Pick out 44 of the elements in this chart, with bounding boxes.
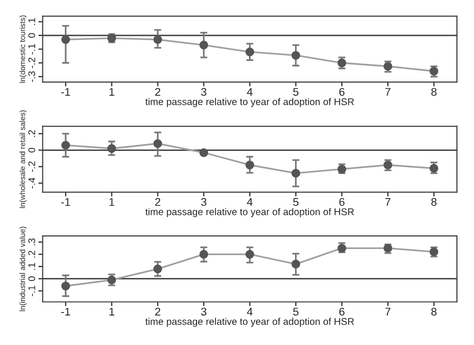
x-tick-label: -1 bbox=[61, 88, 70, 96]
y-tick-label: 0 bbox=[28, 148, 36, 152]
x-tick-label: 7 bbox=[385, 88, 390, 96]
x-tick-label: 8 bbox=[431, 308, 437, 316]
x-axis-title: time passage relative to year of adoption of HSR bbox=[145, 208, 354, 218]
x-tick-label: 2 bbox=[155, 198, 160, 206]
x-axis-title: time passage relative to year of adoption of HSR bbox=[145, 318, 354, 327]
x-tick-label: -1 bbox=[61, 198, 70, 206]
y-tick-label: .2 bbox=[28, 250, 36, 258]
x-tick-label: 3 bbox=[201, 308, 206, 316]
x-tick-label: 5 bbox=[293, 88, 298, 96]
x-tick-label: 4 bbox=[246, 308, 253, 316]
x-tick-label: 6 bbox=[339, 308, 344, 316]
y-tick-label: -.2 bbox=[28, 161, 36, 172]
y-tick-label: .3 bbox=[28, 238, 36, 246]
x-tick-label: 3 bbox=[201, 88, 206, 96]
x-tick-label: 8 bbox=[431, 198, 437, 206]
y-tick-label: 0 bbox=[28, 276, 36, 282]
x-tick-label: 1 bbox=[109, 308, 114, 316]
x-tick-label: 1 bbox=[109, 198, 114, 206]
x-tick-label: 7 bbox=[385, 308, 390, 316]
y-tick-label: -.3 bbox=[28, 71, 36, 82]
y-tick-label: -.1 bbox=[28, 286, 36, 296]
x-axis-title: time passage relative to year of adoption of HSR bbox=[145, 98, 354, 108]
x-tick-label: 5 bbox=[293, 198, 298, 206]
x-tick-label: 7 bbox=[385, 198, 390, 206]
x-tick-label: 4 bbox=[246, 198, 253, 206]
x-tick-label: 3 bbox=[201, 198, 206, 206]
y-tick-label: -.2 bbox=[28, 58, 36, 68]
y-tick-label: -.1 bbox=[28, 44, 36, 54]
x-tick-label: 4 bbox=[246, 88, 253, 96]
x-tick-label: 5 bbox=[293, 308, 298, 316]
y-tick-label: 0 bbox=[28, 33, 36, 38]
x-tick-label: 6 bbox=[339, 88, 344, 96]
y-tick-label: .1 bbox=[28, 262, 36, 270]
y-tick-label: -.4 bbox=[28, 178, 36, 188]
x-tick-label: -1 bbox=[61, 308, 70, 316]
x-tick-label: 2 bbox=[155, 88, 160, 96]
x-tick-label: 1 bbox=[109, 88, 114, 96]
x-tick-label: 2 bbox=[155, 308, 160, 316]
x-tick-label: 8 bbox=[431, 88, 437, 96]
y-tick-label: .2 bbox=[28, 130, 36, 137]
y-tick-label: .1 bbox=[28, 18, 36, 25]
x-tick-label: 6 bbox=[339, 198, 344, 206]
